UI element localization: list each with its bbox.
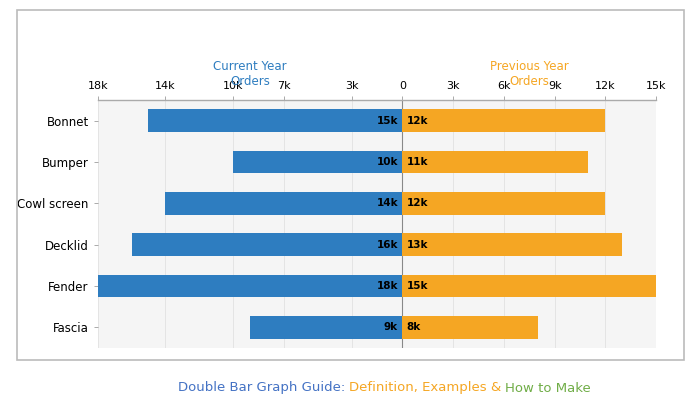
Text: 15k: 15k xyxy=(406,281,428,291)
Bar xyxy=(402,275,656,297)
Text: Current Year
Orders: Current Year Orders xyxy=(213,60,287,88)
Bar xyxy=(402,192,605,215)
Text: 12k: 12k xyxy=(406,198,428,208)
Text: 10k: 10k xyxy=(377,157,398,167)
Text: 11k: 11k xyxy=(406,157,428,167)
Bar xyxy=(402,109,605,132)
Text: Definition, Examples &: Definition, Examples & xyxy=(349,382,505,394)
Text: 12k: 12k xyxy=(406,116,428,126)
Bar xyxy=(131,233,402,256)
Text: 15k: 15k xyxy=(377,116,398,126)
Text: 8k: 8k xyxy=(406,322,421,332)
Text: 18k: 18k xyxy=(377,281,398,291)
Text: Previous Year
Orders: Previous Year Orders xyxy=(490,60,569,88)
Text: 9k: 9k xyxy=(384,322,398,332)
Text: 13k: 13k xyxy=(406,240,428,250)
Bar xyxy=(402,151,588,173)
Text: How to Make: How to Make xyxy=(505,382,591,394)
Bar xyxy=(402,316,537,339)
Bar xyxy=(165,192,402,215)
Text: 14k: 14k xyxy=(376,198,398,208)
Text: Double Bar Graph Guide:: Double Bar Graph Guide: xyxy=(177,382,349,394)
Bar xyxy=(149,109,402,132)
Bar xyxy=(402,233,623,256)
Text: 16k: 16k xyxy=(377,240,398,250)
Bar xyxy=(250,316,402,339)
Bar xyxy=(233,151,402,173)
Bar xyxy=(98,275,402,297)
